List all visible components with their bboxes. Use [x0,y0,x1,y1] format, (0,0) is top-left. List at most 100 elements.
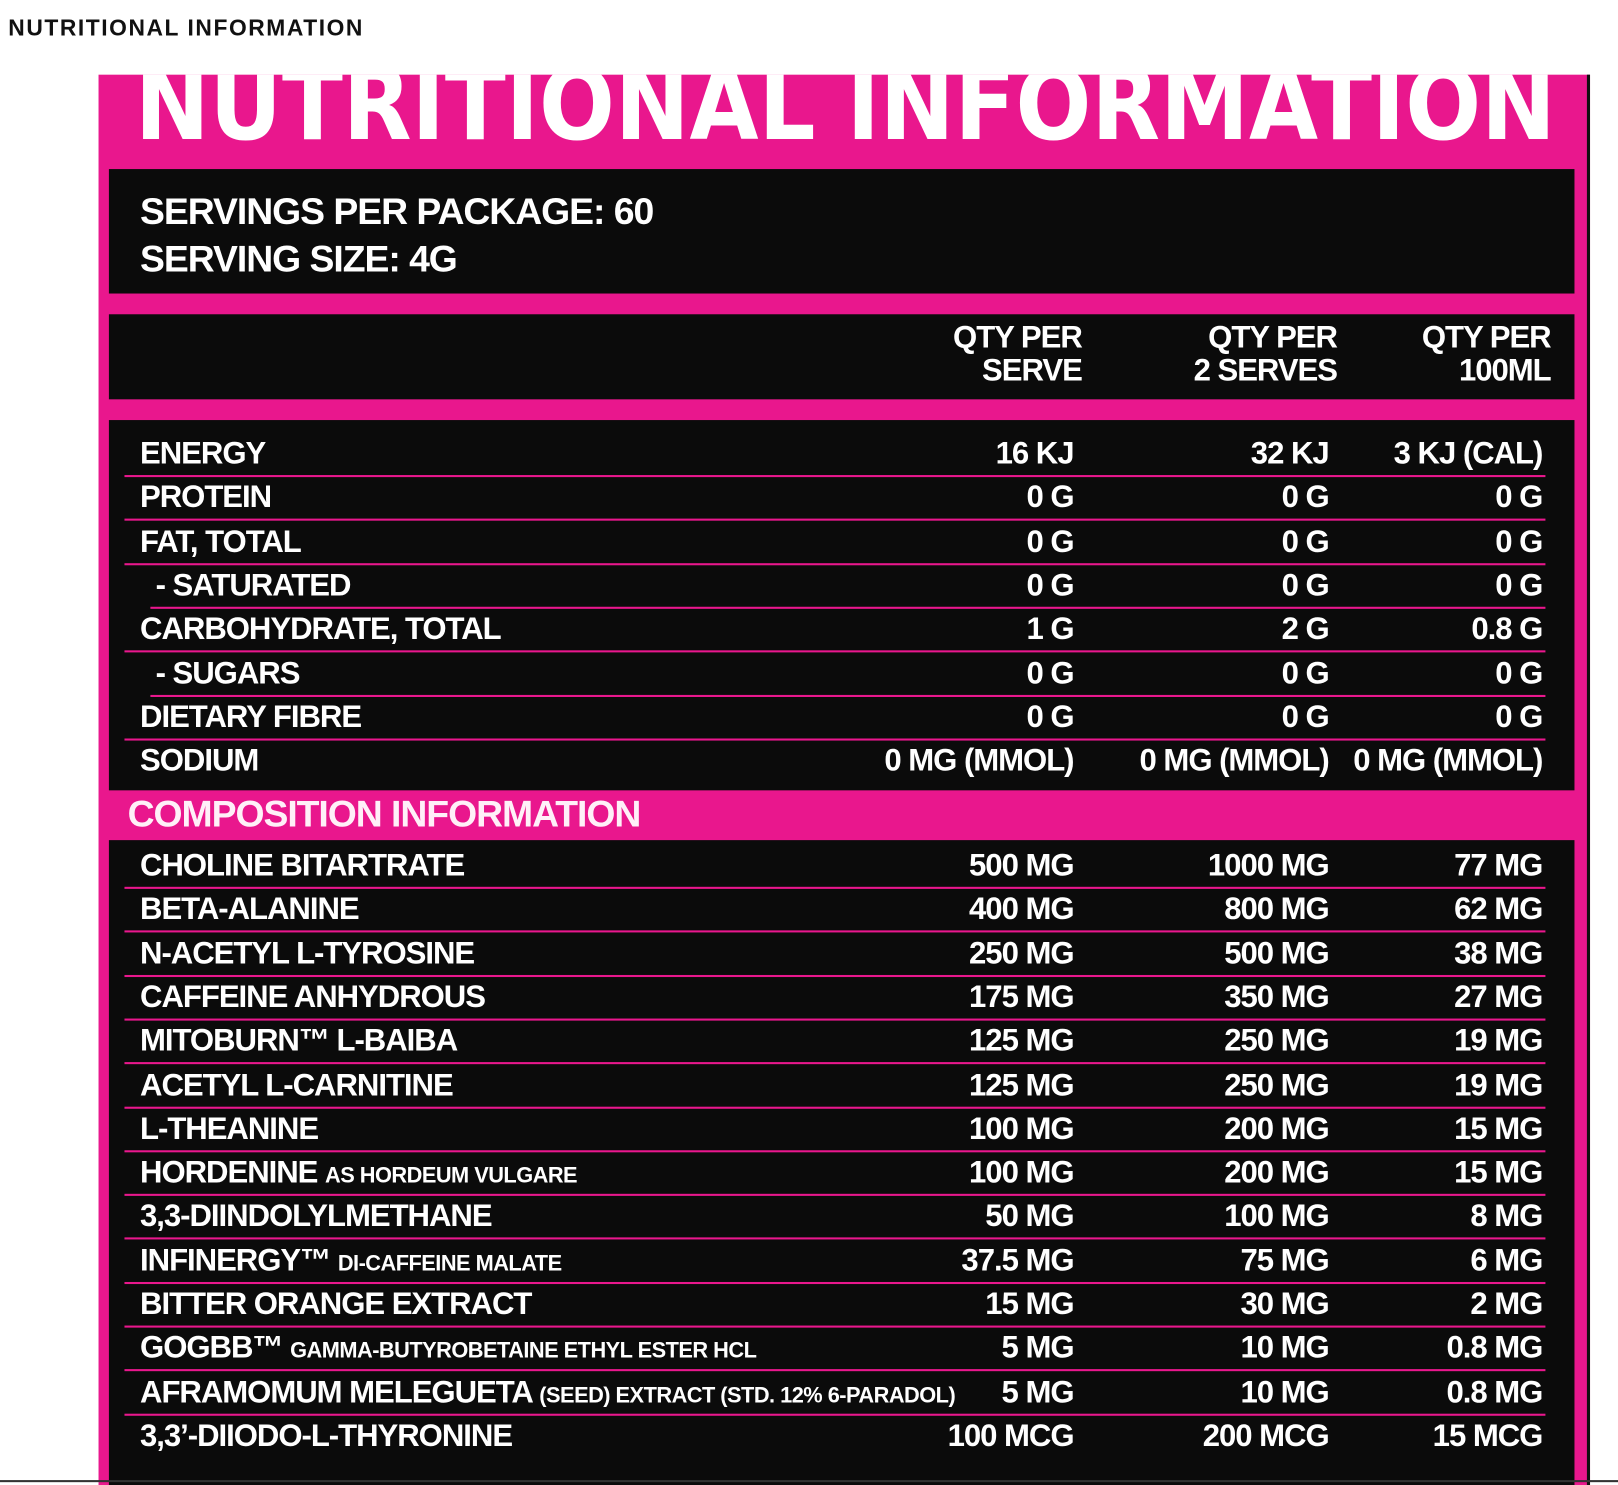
table-row: BITTER ORANGE EXTRACT 15 MG 30 MG 2 MG [124,1284,1546,1328]
row-name-text: SODIUM [140,743,259,778]
table-row: PROTEIN 0 G 0 G 0 G [124,477,1546,521]
row-value: 32 KJ [1250,436,1330,471]
row-name-text: ACETYL L-CARNITINE [140,1067,454,1103]
row-value: 200 MCG [1202,1418,1330,1454]
row-value: 0 G [1026,480,1074,515]
row-name-text: AFRAMOMUM MELEGUETA [140,1374,533,1410]
row-name: DIETARY FIBRE [140,697,362,738]
row-value: 200 MG [1224,1155,1329,1190]
row-value: 62 MG [1454,892,1543,927]
row-value: 15 MCG [1432,1418,1544,1454]
row-name: MITOBURN™ L-BAIBA [140,1021,458,1062]
row-value: 16 KJ [995,436,1075,471]
row-value: 0 G [1495,656,1543,691]
row-name-text: - SUGARS [155,656,301,691]
row-value: 0 G [1026,699,1074,735]
row-name: N-ACETYL L-TYROSINE [140,933,475,974]
row-value: 125 MG [969,1067,1074,1103]
row-value: 800 MG [1224,892,1329,927]
row-value: 19 MG [1454,1067,1543,1103]
row-value: 0 G [1281,568,1330,603]
row-name-text: BETA-ALANINE [140,892,360,927]
row-value: 75 MG [1240,1243,1329,1278]
table-row: 3,3-DIINDOLYLMETHANE 50 MG 100 MG 8 MG [124,1196,1546,1240]
table-row: CAFFEINE ANHYDROUS 175 MG 350 MG 27 MG [124,977,1546,1021]
nutrition-label: NUTRITIONAL INFORMATION SERVINGS PER PAC… [98,74,1591,1485]
row-value: 0 G [1495,524,1543,559]
table-row: CARBOHYDRATE, TOTAL 1 G 2 G 0.8 G [124,609,1546,653]
row-name-text: GOGBB™ [140,1331,283,1366]
row-name: FAT, TOTAL [140,521,302,562]
row-value: 38 MG [1454,936,1543,971]
row-name-text: DIETARY FIBRE [140,699,362,735]
row-value: 0 MG (MMOL) [1139,743,1330,778]
row-name: CHOLINE BITARTRATE [140,845,465,886]
row-value: 5 MG [1001,1374,1075,1410]
row-name: AFRAMOMUM MELEGUETA (SEED) EXTRACT (STD.… [140,1372,956,1417]
row-name-text: CHOLINE BITARTRATE [140,848,465,883]
row-name-text: HORDENINE [140,1155,318,1190]
row-detail: DI-CAFFEINE MALATE [337,1251,562,1276]
row-name: L-THEANINE [140,1109,319,1150]
row-name-text: PROTEIN [140,480,272,515]
page-header: NUTRITIONAL INFORMATION [8,14,364,41]
label-title: NUTRITIONAL INFORMATION [135,75,1556,148]
column-header: 100ML [1458,353,1552,388]
table-row: SODIUM 0 MG (MMOL) 0 MG (MMOL) 0 MG (MMOL) [124,741,1545,782]
row-value: 0 G [1281,656,1330,691]
row-value: 0 G [1281,480,1330,515]
servings-box: SERVINGS PER PACKAGE: 60 SERVING SIZE: 4… [108,169,1575,294]
row-value: 100 MG [1224,1199,1329,1234]
row-name-text: ENERGY [140,436,266,471]
row-value: 0 G [1495,568,1543,603]
table-row: BETA-ALANINE 400 MG 800 MG 62 MG [124,889,1546,933]
divider [0,1480,1618,1483]
composition-box: CHOLINE BITARTRATE 500 MG 1000 MG 77 MG BETA… [108,840,1575,1485]
row-detail: AS HORDEUM VULGARE [325,1163,578,1188]
table-row: AFRAMOMUM MELEGUETA (SEED) EXTRACT (STD.… [124,1372,1546,1417]
row-value: 400 MG [969,892,1074,927]
row-value: 3 KJ (CAL) [1393,436,1544,471]
row-value: 15 MG [1454,1155,1543,1190]
row-name-text: 3,3’-DIIODO-L-THYRONINE [140,1418,513,1454]
column-header: 2 SERVES [1193,353,1338,388]
row-value: 500 MG [1224,936,1329,971]
row-value: 37.5 MG [961,1243,1074,1278]
row-name: BITTER ORANGE EXTRACT [140,1284,532,1325]
row-name: BETA-ALANINE [140,889,360,930]
row-value: 0 G [1026,656,1074,691]
row-value: 19 MG [1454,1023,1543,1059]
row-name-text: 3,3-DIINDOLYLMETHANE [140,1199,493,1234]
row-value: 15 MG [985,1287,1074,1322]
row-value: 250 MG [1224,1023,1329,1059]
table-row: DIETARY FIBRE 0 G 0 G 0 G [124,697,1546,741]
row-name: GOGBB™ GAMMA-BUTYROBETAINE ETHYL ESTER H… [140,1328,757,1373]
row-value: 250 MG [1224,1067,1329,1103]
row-value: 1 G [1026,612,1074,647]
row-value: 0 G [1495,480,1543,515]
row-name-text: CAFFEINE ANHYDROUS [140,980,486,1015]
row-detail: (SEED) EXTRACT (STD. 12% 6-PARADOL) [539,1383,956,1408]
row-value: 30 MG [1240,1287,1329,1322]
row-name: - SATURATED [155,565,352,606]
table-row: GOGBB™ GAMMA-BUTYROBETAINE ETHYL ESTER H… [124,1328,1546,1373]
table-row: ACETYL L-CARNITINE 125 MG 250 MG 19 MG [124,1065,1546,1109]
row-value: 200 MG [1224,1111,1329,1146]
column-header: QTY PER [1421,320,1552,355]
row-value: 0.8 MG [1446,1331,1544,1366]
row-name-text: L-THEANINE [140,1111,319,1146]
row-name-text: - SATURATED [155,568,352,603]
row-name: 3,3-DIINDOLYLMETHANE [140,1196,493,1237]
row-name: PROTEIN [140,477,272,518]
row-name: - SUGARS [155,653,301,694]
row-detail: GAMMA-BUTYROBETAINE ETHYL ESTER HCL [290,1339,757,1364]
row-value: 0 MG (MMOL) [1353,743,1543,778]
row-value: 15 MG [1454,1111,1543,1146]
row-name-text: CARBOHYDRATE, TOTAL [140,612,502,647]
row-value: 1000 MG [1207,848,1330,883]
row-value: 250 MG [969,936,1074,971]
row-value: 8 MG [1470,1199,1543,1234]
table-row: CHOLINE BITARTRATE 500 MG 1000 MG 77 MG [124,845,1546,889]
table-row: L-THEANINE 100 MG 200 MG 15 MG [124,1109,1546,1153]
